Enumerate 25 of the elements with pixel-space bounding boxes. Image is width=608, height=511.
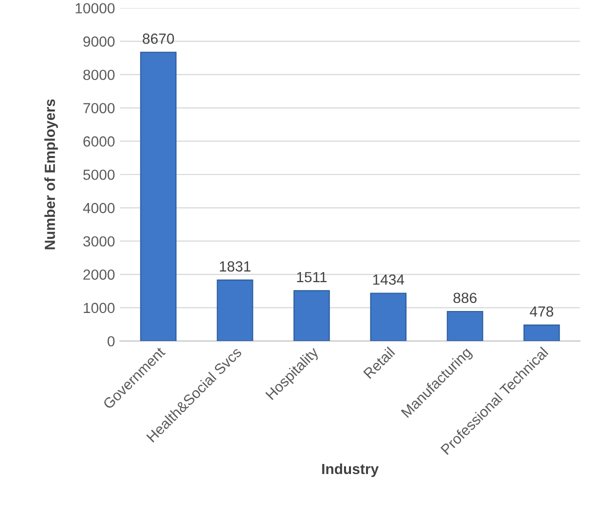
data-label: 8670 <box>142 34 174 44</box>
bar <box>140 52 177 341</box>
x-axis-title: Industry <box>322 463 379 478</box>
data-label: 478 <box>530 306 554 317</box>
bar <box>216 279 254 341</box>
y-tick-label: 6000 <box>83 136 115 147</box>
y-tick-label: 9000 <box>83 36 115 47</box>
y-tick-label: 7000 <box>83 103 115 114</box>
bar <box>293 290 330 341</box>
y-tick-label: 10000 <box>76 3 115 14</box>
y-tick-label: 2000 <box>83 270 115 280</box>
y-tick-label: 5000 <box>83 170 115 180</box>
y-tick-label: 3000 <box>83 236 115 247</box>
y-tick-label: 4000 <box>83 202 115 214</box>
y-tick-label: 8000 <box>83 70 115 80</box>
y-tick-label: 0 <box>108 336 115 346</box>
data-label: 1831 <box>220 261 251 272</box>
bar <box>523 324 560 341</box>
y-tick-label: 1000 <box>84 302 115 314</box>
bar <box>446 310 484 341</box>
data-label: 1434 <box>373 274 404 285</box>
y-axis-title: Number of Employers <box>44 99 58 250</box>
data-label: 886 <box>453 292 477 304</box>
data-label: 1511 <box>297 272 327 282</box>
bar <box>370 292 407 341</box>
